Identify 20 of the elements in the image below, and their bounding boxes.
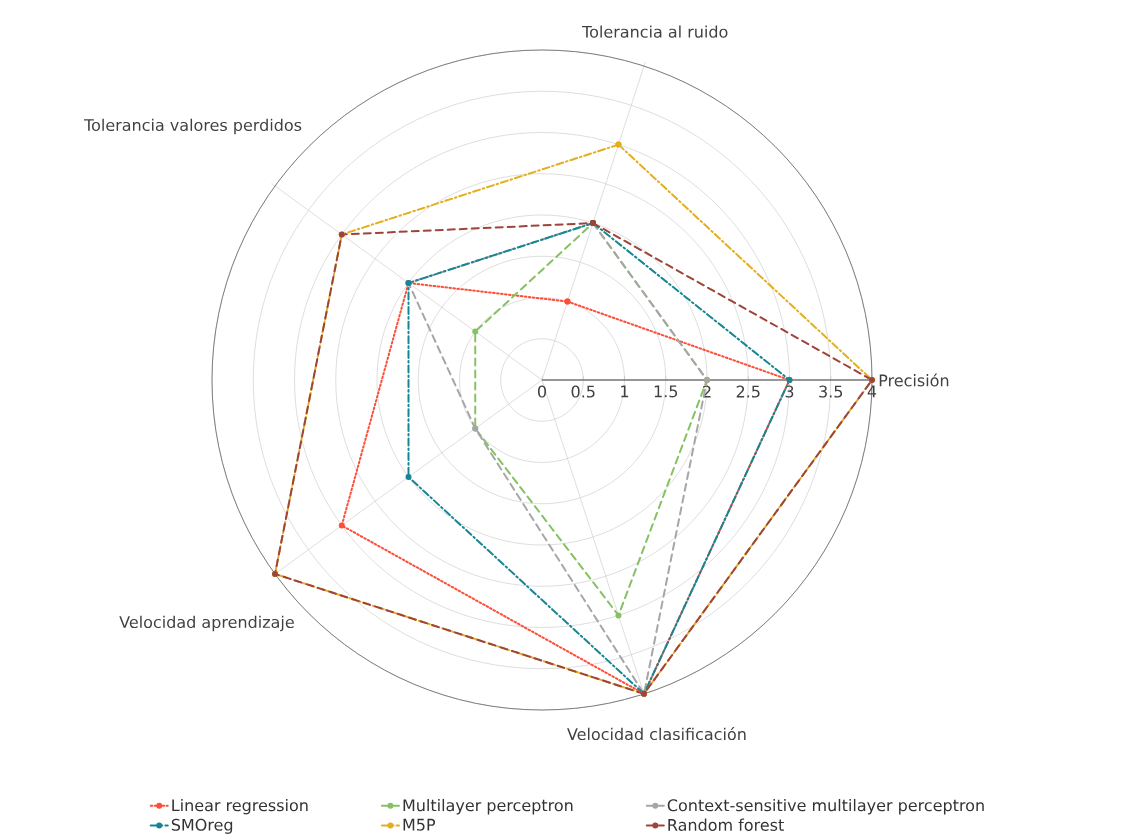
spoke-label: Tolerancia al ruido (582, 25, 728, 38)
legend-label: Linear regression (172, 798, 308, 815)
spoke-label: Tolerancia valores perdidos (83, 118, 302, 135)
spoke-label: Velocidad clasificación (567, 727, 746, 741)
legend-label: Multilayer perceptron (403, 798, 573, 815)
legend-label: Context-sensitive multilayer perceptron (667, 798, 984, 815)
y-tick-label: 0.5 (571, 385, 595, 398)
y-tick-label: 2.5 (736, 385, 760, 398)
y-tick-label: 4 (867, 385, 877, 398)
spoke-label: Velocidad aprendizaje (119, 615, 294, 632)
legend-label: M5P (403, 818, 436, 831)
spoke-label: Precisión (879, 373, 949, 387)
y-tick-label: 3 (785, 385, 794, 398)
y-tick-label: 0 (537, 385, 547, 398)
legend-label: Random forest (668, 818, 784, 831)
legend-label: SMOreg (171, 818, 233, 834)
y-tick-label: 1 (621, 385, 629, 398)
y-tick-label: 1.5 (654, 385, 678, 398)
y-tick-label: 2 (703, 385, 711, 398)
y-tick-label: 3.5 (819, 385, 843, 398)
